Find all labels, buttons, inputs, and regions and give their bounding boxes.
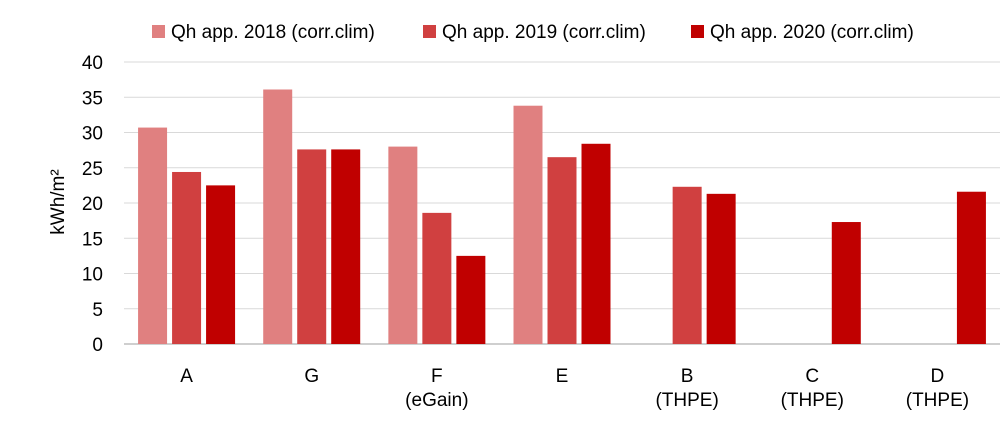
bar-2019-g [297, 149, 327, 344]
bar-2018-e [513, 105, 543, 345]
x-tick-label: (THPE) [655, 390, 718, 411]
bar-2020-a [206, 185, 236, 344]
x-tick-label: G [304, 366, 319, 387]
bar-2020-c [831, 222, 861, 344]
legend: Qh app. 2018 (corr.clim) Qh app. 2019 (co… [152, 22, 914, 43]
bar-2020-e [581, 143, 611, 344]
legend-label: Qh app. 2020 (corr.clim) [710, 22, 914, 43]
y-tick-label: 10 [82, 265, 103, 286]
bar-2018-a [138, 127, 168, 344]
x-tick-label: (eGain) [405, 390, 468, 411]
legend-swatch [423, 25, 436, 38]
y-tick-label: 5 [92, 300, 103, 321]
x-axis-ticks: A G F (eGain) E B (THPE) C (THPE) D (THPE) [180, 366, 969, 411]
bar-2018-g [263, 89, 293, 345]
x-tick-label: A [180, 366, 193, 387]
bar-2019-f [422, 212, 452, 344]
y-tick-label: 15 [82, 229, 103, 250]
x-tick-label: (THPE) [781, 390, 844, 411]
x-tick-label: E [556, 366, 569, 387]
bar-2020-d [956, 191, 986, 344]
legend-swatch [691, 25, 704, 38]
x-tick-label: F [431, 366, 443, 387]
legend-swatch [152, 25, 165, 38]
bar-2019-a [172, 171, 202, 344]
bar-2019-b [672, 186, 702, 344]
bar-2020-f [456, 255, 486, 344]
y-tick-label: 0 [92, 335, 103, 356]
y-tick-label: 40 [82, 53, 103, 74]
y-axis-label: kWh/m² [48, 169, 69, 234]
bar-2019-e [547, 157, 577, 344]
bar-2020-b [706, 193, 736, 344]
y-tick-label: 20 [82, 194, 103, 215]
bar-2018-f [388, 146, 418, 344]
y-tick-label: 30 [82, 124, 103, 145]
x-tick-label: (THPE) [906, 390, 969, 411]
y-axis-ticks: 0 5 10 15 20 25 30 35 40 [82, 53, 103, 356]
bars [138, 89, 986, 345]
legend-label: Qh app. 2018 (corr.clim) [171, 22, 375, 43]
x-tick-label: C [805, 366, 819, 387]
y-tick-label: 35 [82, 88, 103, 109]
x-tick-label: D [931, 366, 945, 387]
x-tick-label: B [681, 366, 694, 387]
bar-2020-g [331, 149, 361, 344]
y-tick-label: 25 [82, 159, 103, 180]
legend-label: Qh app. 2019 (corr.clim) [442, 22, 646, 43]
